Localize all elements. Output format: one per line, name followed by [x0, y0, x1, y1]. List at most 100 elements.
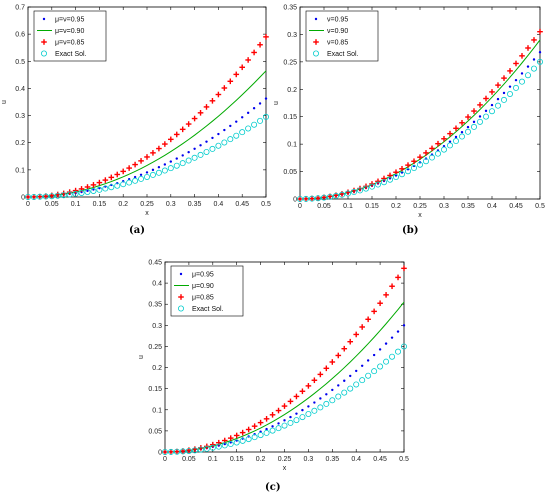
chart-b-series-2-point — [399, 165, 405, 172]
chart-c-series-0-point — [349, 374, 352, 378]
chart-b-ytick-label: 0.3 — [287, 32, 297, 39]
chart-c-series-3-point — [269, 427, 276, 434]
chart-a-series-2-point — [54, 191, 61, 198]
chart-b-series-0-point — [502, 91, 506, 95]
chart-a-ytick-label: 0.5 — [15, 59, 25, 66]
chart-a-series-2-point — [102, 177, 109, 183]
chart-a-series-3-point — [161, 167, 168, 174]
chart-a-xtick-label: 0.4 — [214, 201, 224, 208]
chart-a-series-3 — [24, 113, 269, 200]
chart-c-series-0-point — [390, 336, 394, 339]
chart-b-series-2-point — [519, 53, 525, 59]
chart-a-series-0-point — [175, 157, 178, 160]
chart-b-ytick-label: 0.05 — [283, 169, 297, 176]
chart-a-series-3-point — [251, 121, 258, 128]
chart-b-series-0-point — [508, 85, 512, 88]
chart-a-series-0-point — [139, 173, 143, 177]
chart-c-series-3-point — [203, 445, 210, 452]
chart-c-series-3-point — [299, 414, 306, 421]
chart-b-xtick-label: 0.05 — [317, 203, 331, 210]
chart-c-xtick-label: 0.2 — [256, 456, 266, 463]
chart-b-series-3-point — [374, 181, 381, 188]
chart-a-series-2-point — [245, 57, 251, 63]
chart-c-series-2-point — [347, 338, 354, 345]
chart-b-series-3-point — [350, 189, 357, 196]
chart-b-series-3-point — [482, 113, 489, 120]
chart-b-series-2-point — [381, 175, 387, 182]
chart-b-series-2-point — [297, 196, 303, 202]
chart-b-series-3-point — [470, 123, 477, 130]
chart-a-series-3-point — [167, 165, 174, 172]
chart-b-xtick-label: 0.45 — [509, 203, 523, 210]
chart-c-series-2-point — [168, 449, 174, 455]
chart-a-series-1 — [27, 70, 267, 198]
chart-a-series-3-point — [155, 169, 162, 176]
chart-c-series-3-point — [287, 419, 294, 426]
chart-c-series-2-point — [371, 308, 377, 315]
chart-a-xtick-label: 0.45 — [235, 201, 249, 208]
chart-c-series-3-point — [185, 447, 192, 454]
chart-c-series-0-point — [295, 412, 298, 415]
chart-b-series-0-point — [496, 97, 500, 101]
chart-b-xtick-label: 0.4 — [487, 203, 497, 210]
chart-c-ylabel: u — [138, 355, 145, 359]
chart-b-xtick-label: 0.25 — [413, 203, 427, 210]
chart-b-series-0-point — [490, 103, 494, 107]
chart-c-series-0-point — [331, 388, 334, 392]
chart-c-ytick-label: 0.15 — [148, 386, 162, 393]
chart-c-series-2-point — [317, 371, 324, 378]
chart-a-series-0-point — [169, 160, 172, 163]
chart-a-ytick-label: 0 — [21, 195, 25, 202]
chart-b-series-2-point — [417, 154, 423, 160]
chart-c-legend-entry-1-label: μ=0.90 — [192, 283, 214, 290]
chart-a-series-3-point — [54, 192, 61, 199]
chart-a-series-3-point — [30, 193, 37, 200]
chart-c-series-3-point — [365, 372, 372, 379]
chart-b-series-3-point — [434, 150, 441, 157]
chart-b-series-2-point — [423, 150, 429, 156]
chart-c-series-2-point — [377, 300, 383, 307]
chart-c-xtick-label: 0 — [163, 456, 167, 463]
chart-b-series-0-point — [520, 72, 524, 75]
chart-b-series-2-point — [465, 114, 471, 120]
chart-c-series-3-point — [335, 393, 342, 400]
chart-b-series-3-point — [344, 190, 351, 197]
chart-c-series-3-point — [383, 358, 390, 365]
chart-c-series-1-line — [164, 301, 405, 453]
chart-b-xtick-label: 0.5 — [535, 203, 545, 210]
chart-a-series-2-point — [203, 104, 210, 110]
chart-c-legend: μ=0.95 μ=0.90 μ=0.85 Exact Sol. — [170, 265, 244, 317]
chart-c-series-0-point — [313, 401, 316, 404]
chart-a-legend: μ=ν=0.95 μ=ν=0.90 μ=ν=0.85 Exact Sol. — [33, 10, 107, 62]
chart-b-series-3-point — [416, 161, 423, 168]
chart-b-series-3-point — [380, 179, 387, 186]
chart-c-xtick-label: 0.1 — [208, 456, 218, 463]
chart-a-series-3-point — [132, 177, 139, 184]
chart-b-series-3-point — [338, 191, 345, 198]
chart-a-legend-box — [33, 10, 107, 62]
chart-b-series-2-point — [315, 195, 321, 201]
chart-a-series-0-point — [133, 175, 137, 179]
chart-c-series-2-point — [233, 432, 240, 439]
chart-a-ytick-label: 0.6 — [15, 32, 25, 39]
chart-a-xtick-label: 0.3 — [166, 201, 176, 208]
chart-a-series-2-point — [221, 85, 228, 91]
chart-b-legend-entry-2-swatch — [313, 39, 319, 45]
chart-c-series-3-point — [329, 397, 336, 404]
chart-b-series-3-point — [506, 91, 513, 98]
chart-c-series-0-point — [271, 425, 274, 428]
chart-b-series-3-point — [494, 102, 501, 109]
chart-c-series-2-point — [299, 388, 306, 395]
chart-a-legend-entry-3-swatch — [41, 50, 48, 57]
chart-a-series-2-point — [120, 168, 126, 175]
chart-b-series-3-point — [531, 65, 538, 72]
chart-b-legend-entry-3-swatch — [312, 50, 319, 57]
chart-a-series-2-point — [150, 150, 156, 156]
chart-a-series-2-point — [185, 121, 192, 127]
chart-b-series-2-point — [531, 37, 537, 43]
chart-a-series-2-point — [90, 182, 97, 188]
chart-c-legend-box — [170, 265, 244, 317]
chart-c-series-2-point — [251, 423, 258, 429]
chart-b-series-3-point — [314, 195, 321, 202]
chart-a-series-0-point — [246, 111, 250, 115]
